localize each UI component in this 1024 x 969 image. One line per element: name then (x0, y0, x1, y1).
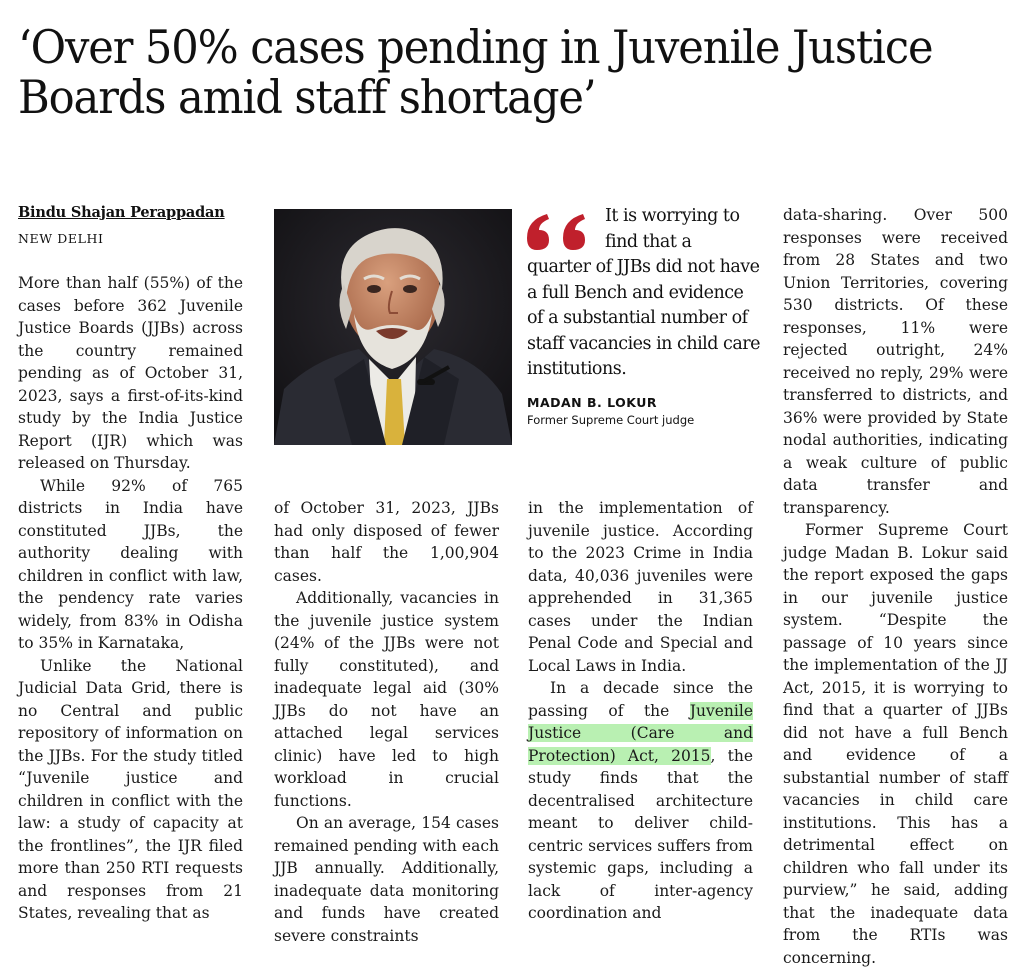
paragraph: In a decade since the passing of the Juv… (528, 677, 753, 925)
dateline: NEW DELHI (18, 231, 104, 246)
quote-attribution-name: MADAN B. LOKUR (527, 394, 657, 410)
paragraph: Former Supreme Court judge Madan B. Loku… (783, 521, 1008, 967)
paragraph: On an average, 154 cases remained pendin… (274, 814, 499, 945)
column-1: More than half (55%) of the cases before… (18, 272, 243, 925)
byline[interactable]: Bindu Shajan Perappadan (18, 204, 225, 221)
column-3: in the implementation of juvenile justic… (528, 497, 753, 925)
paragraph: Unlike the National Judicial Data Grid, … (18, 656, 243, 923)
column-4: data-sharing. Over 500 responses were re… (783, 204, 1008, 969)
paragraph: Additionally, vacancies in the juvenile … (274, 589, 499, 810)
text-run: , the study finds that the decentralised… (528, 746, 753, 923)
portrait-illustration (274, 209, 512, 445)
pull-quote-line: It is worrying to (605, 206, 740, 226)
paragraph: More than half (55%) of the cases before… (18, 274, 243, 472)
paragraph: data-sharing. Over 500 responses were re… (783, 206, 1008, 517)
paragraph: of October 31, 2023, JJBs had only dispo… (274, 499, 499, 585)
pull-quote: It is worrying to find that a quarter of… (527, 204, 762, 427)
column-2: of October 31, 2023, JJBs had only dispo… (274, 497, 499, 947)
portrait-photo (274, 209, 512, 445)
quote-mark-icon (527, 214, 585, 250)
quote-attribution-role: Former Supreme Court judge (527, 412, 695, 427)
pull-quote-line: find that a (605, 231, 692, 252)
pull-quote-rest: quarter of JJBs did not have a full Benc… (527, 257, 761, 379)
text-run: In a decade since the passing of the (528, 679, 753, 720)
headline: ‘Over 50% cases pending in Juvenile Just… (18, 20, 934, 124)
paragraph: in the implementation of juvenile justic… (528, 499, 753, 675)
pull-quote-text: It is worrying to find that a quarter of… (527, 204, 762, 383)
paragraph: While 92% of 765 districts in India have… (18, 476, 243, 653)
